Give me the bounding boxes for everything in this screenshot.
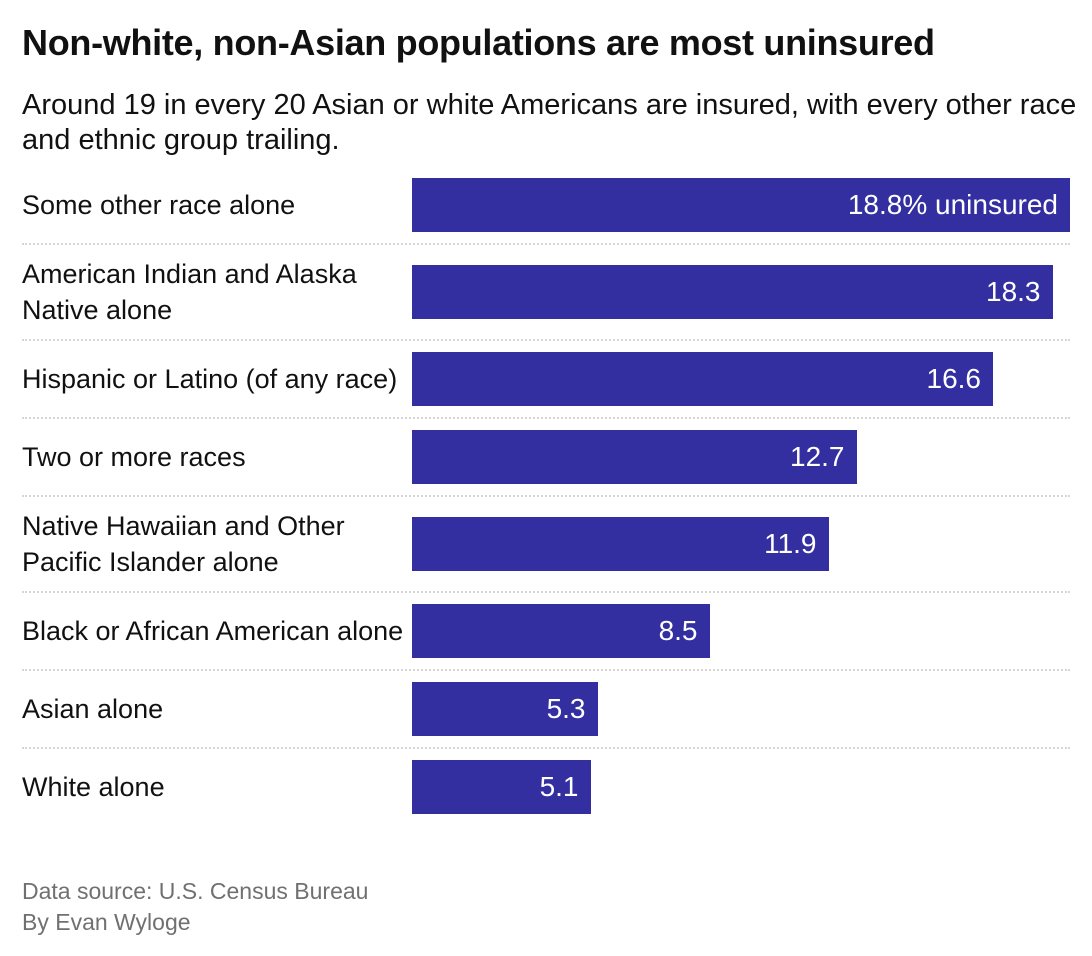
chart-title: Non-white, non-Asian populations are mos… [22, 22, 935, 63]
bar-row: Black or African American alone 8.5 [22, 593, 1070, 671]
value-label: 5.1 [539, 771, 579, 802]
bar: 18.8% uninsured [412, 178, 1070, 232]
value-label: 8.5 [658, 615, 698, 646]
bar-row: Native Hawaiian and Other Pacific Island… [22, 497, 1070, 593]
value-label: 16.6 [926, 363, 982, 394]
category-label: American Indian and Alaska Native alone [22, 259, 357, 325]
category-label: Two or more races [22, 442, 246, 472]
category-label: Asian alone [22, 694, 164, 724]
bar-row: Some other race alone 18.8% uninsured [22, 167, 1070, 245]
value-label: 5.3 [546, 693, 586, 724]
chart-subtitle: Around 19 in every 20 Asian or white Ame… [22, 89, 1077, 156]
data-source: Data source: U.S. Census Bureau [22, 878, 369, 904]
value-label: 18.3 [986, 276, 1041, 307]
bar-track: 16.6 [412, 352, 1070, 406]
category-label: Some other race alone [22, 190, 296, 220]
bar-track: 12.7 [412, 430, 1070, 484]
bar-row: American Indian and Alaska Native alone 1… [22, 245, 1070, 341]
bar: 12.7 [412, 430, 857, 484]
bar: 8.5 [412, 604, 710, 658]
bar: 5.3 [412, 682, 598, 736]
bar-track: 5.1 [412, 760, 1070, 814]
bar: 5.1 [412, 760, 591, 814]
bar: 16.6 [412, 352, 993, 406]
bar-track: 8.5 [412, 604, 1070, 658]
value-label: 18.8% uninsured [847, 189, 1058, 220]
footer: Data source: U.S. Census Bureau By Evan … [22, 876, 368, 938]
bar-row: Asian alone 5.3 [22, 671, 1070, 749]
bar: 18.3 [412, 265, 1053, 319]
bar-track: 18.8% uninsured [412, 178, 1070, 232]
bar: 11.9 [412, 517, 829, 571]
bar-row: Two or more races 12.7 [22, 419, 1070, 497]
bar-track: 5.3 [412, 682, 1070, 736]
category-label: Black or African American alone [22, 616, 404, 646]
category-label: White alone [22, 772, 165, 802]
bar-row: White alone 5.1 [22, 749, 1070, 825]
value-label: 12.7 [790, 441, 845, 472]
bar-chart: Some other race alone 18.8% uninsured Amer… [22, 167, 1070, 825]
bar-track: 18.3 [412, 265, 1070, 319]
category-label: Native Hawaiian and Other Pacific Island… [22, 511, 345, 577]
bar-track: 11.9 [412, 517, 1070, 571]
byline: By Evan Wyloge [22, 909, 191, 935]
category-label: Hispanic or Latino (of any race) [22, 364, 398, 394]
bar-row: Hispanic or Latino (of any race) 16.6 [22, 341, 1070, 419]
value-label: 11.9 [764, 528, 817, 559]
